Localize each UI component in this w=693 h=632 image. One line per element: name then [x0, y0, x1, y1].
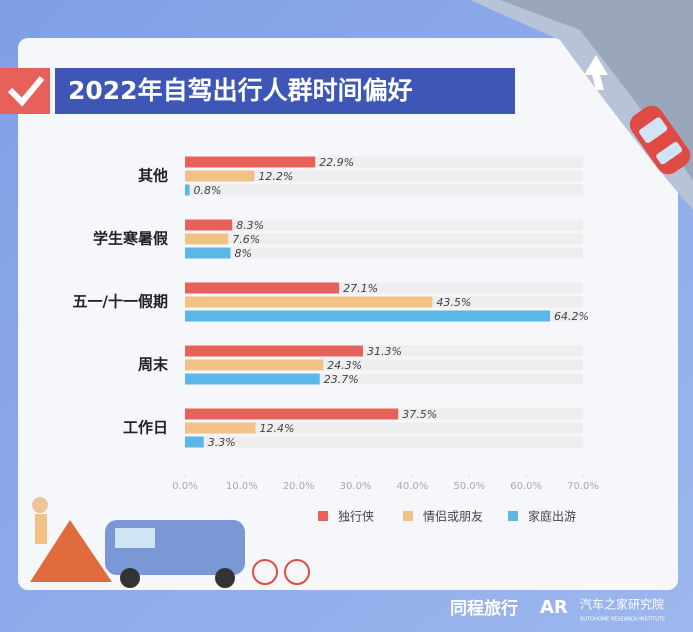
bar	[185, 219, 233, 231]
bar	[185, 373, 320, 385]
x-tick-label: 40.0%	[397, 481, 429, 492]
bar	[185, 296, 433, 308]
brand-name: 同程旅行	[450, 598, 518, 619]
brand-name: 汽车之家研究院	[580, 597, 664, 612]
bar	[185, 436, 204, 448]
bar	[185, 422, 256, 434]
legend-label: 独行侠	[338, 510, 374, 524]
bar-track	[185, 156, 583, 168]
bar-track	[185, 422, 583, 434]
bar-track	[185, 282, 583, 294]
value-label: 3.3%	[208, 436, 236, 449]
illustration	[30, 497, 310, 588]
road-arrow	[584, 55, 608, 90]
bar	[185, 156, 316, 168]
y-tick-label: 周末	[138, 356, 169, 374]
value-label: 8%	[234, 247, 251, 260]
check-icon	[7, 76, 45, 107]
value-label: 27.1%	[343, 282, 378, 295]
bar-track	[185, 436, 583, 448]
bar-track	[185, 170, 583, 182]
bar	[185, 184, 190, 196]
brand-logo: AR	[540, 597, 568, 618]
check-box	[0, 68, 50, 114]
bar	[185, 408, 399, 420]
bar	[185, 170, 255, 182]
value-label: 37.5%	[402, 408, 437, 421]
legend-swatch	[403, 511, 413, 521]
x-tick-label: 50.0%	[453, 481, 485, 492]
bar-track	[185, 359, 583, 371]
y-tick-label: 工作日	[123, 419, 168, 437]
x-tick-label: 30.0%	[340, 481, 372, 492]
bar-track	[185, 233, 583, 245]
value-label: 24.3%	[327, 359, 362, 372]
bar	[185, 233, 229, 245]
value-label: 43.5%	[436, 296, 471, 309]
value-label: 12.2%	[258, 170, 293, 183]
legend-label: 家庭出游	[528, 509, 576, 524]
y-tick-label: 其他	[138, 167, 168, 185]
value-label: 23.7%	[324, 373, 359, 386]
bar-track	[185, 345, 583, 357]
y-tick-label: 五一/十一假期	[73, 293, 168, 311]
value-label: 22.9%	[319, 156, 354, 169]
x-tick-label: 20.0%	[283, 481, 315, 492]
value-label: 7.6%	[232, 233, 260, 246]
car	[629, 105, 691, 175]
brand-subtitle: AUTOHOME RESEARCH INSTITUTE	[580, 617, 665, 623]
value-label: 64.2%	[554, 310, 589, 323]
legend-swatch	[508, 511, 518, 521]
x-tick-label: 70.0%	[567, 481, 599, 492]
title-banner	[55, 68, 515, 114]
x-tick-label: 0.0%	[172, 481, 197, 492]
x-tick-label: 10.0%	[226, 481, 258, 492]
bar-track	[185, 247, 583, 259]
value-label: 31.3%	[367, 345, 402, 358]
bar-track	[185, 373, 583, 385]
chart-title: 2022年自驾出行人群时间偏好	[68, 76, 413, 105]
bar	[185, 345, 363, 357]
bar	[185, 247, 231, 259]
bar	[185, 282, 340, 294]
x-tick-label: 60.0%	[510, 481, 542, 492]
bar	[185, 310, 551, 322]
bar-track	[185, 219, 583, 231]
value-label: 0.8%	[194, 184, 222, 197]
legend-label: 情侣或朋友	[423, 509, 483, 524]
y-tick-label: 学生寒暑假	[93, 230, 169, 248]
bar-track	[185, 184, 583, 196]
value-label: 8.3%	[236, 219, 264, 232]
road-lane	[500, 0, 693, 180]
value-label: 12.4%	[260, 422, 295, 435]
legend-swatch	[318, 511, 328, 521]
bar	[185, 359, 324, 371]
